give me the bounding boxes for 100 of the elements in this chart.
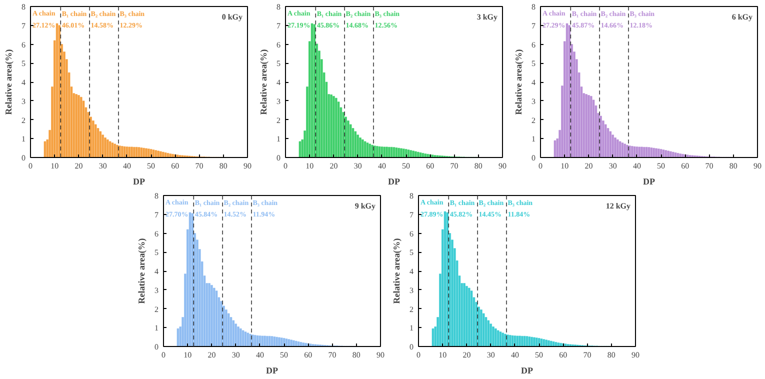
x-tick-label: 30: [232, 350, 240, 360]
y-tick-label: 5: [154, 248, 158, 258]
x-tick-label: 30: [486, 350, 495, 360]
x-tick-label: 0: [416, 350, 420, 360]
y-tick-label: 8: [532, 2, 536, 12]
y-axis-title: Relative area(%): [258, 49, 268, 115]
x-axis-title: DP: [643, 176, 656, 186]
y-tick-label: 3: [154, 286, 158, 295]
x-tick-label: 40: [122, 162, 131, 170]
y-tick-label: 6: [276, 40, 280, 50]
y-tick-label: 2: [276, 116, 280, 125]
x-tick-label: 90: [754, 162, 762, 170]
y-tick-label: 6: [410, 229, 414, 238]
y-tick-label: 7: [410, 210, 414, 220]
y-tick-label: 3: [410, 286, 414, 295]
x-tick-label: 80: [474, 162, 482, 170]
x-tick-label: 40: [632, 162, 641, 170]
y-tick-label: 5: [22, 59, 26, 68]
x-tick-label: 70: [328, 350, 336, 360]
y-tick-label: 6: [154, 229, 158, 238]
x-tick-label: 10: [438, 350, 447, 360]
y-tick-label: 8: [22, 2, 26, 12]
x-tick-label: 50: [402, 162, 410, 170]
x-tick-label: 80: [352, 350, 360, 360]
y-tick-label: 5: [410, 248, 414, 258]
x-tick-label: 50: [280, 350, 288, 360]
x-tick-label: 90: [244, 162, 252, 170]
y-tick-label: 0: [410, 342, 414, 352]
y-axis-title: Relative area(%): [136, 238, 146, 304]
x-tick-label: 0: [28, 162, 32, 170]
y-tick-label: 4: [22, 78, 26, 87]
text: 12 kGy: [606, 202, 630, 210]
x-tick-label: 30: [608, 162, 617, 170]
y-tick-label: 2: [410, 304, 414, 314]
text: 6 kGy: [732, 12, 752, 22]
y-tick-label: 4: [276, 78, 280, 87]
x-tick-label: 60: [426, 162, 434, 170]
text: 3 kGy: [476, 12, 498, 22]
text: 9 kGy: [354, 202, 376, 210]
y-tick-label: 4: [154, 267, 158, 276]
x-tick-label: 80: [607, 350, 616, 360]
x-tick-label: 70: [705, 162, 714, 170]
x-axis-title: DP: [388, 176, 400, 186]
x-tick-label: 70: [450, 162, 458, 170]
y-axis-title: Relative area(%): [4, 49, 14, 115]
x-tick-label: 20: [74, 162, 83, 170]
y-tick-label: 0: [532, 154, 536, 162]
y-tick-label: 2: [154, 304, 158, 314]
x-tick-label: 80: [729, 162, 738, 170]
x-axis-title: DP: [133, 176, 146, 186]
x-tick-label: 70: [583, 350, 592, 360]
y-tick-label: 1: [22, 134, 26, 144]
x-tick-label: 40: [510, 350, 519, 360]
x-tick-label: 50: [535, 350, 544, 360]
y-tick-label: 6: [22, 40, 26, 50]
y-tick-label: 2: [22, 116, 26, 125]
x-tick-label: 60: [559, 350, 568, 360]
x-tick-label: 80: [219, 162, 228, 170]
x-tick-label: 20: [584, 162, 593, 170]
y-tick-label: 7: [22, 21, 26, 30]
x-tick-label: 90: [498, 162, 506, 170]
x-tick-label: 10: [560, 162, 569, 170]
x-tick-label: 50: [657, 162, 666, 170]
y-tick-label: 1: [276, 134, 280, 144]
x-tick-label: 20: [208, 350, 216, 360]
y-tick-label: 8: [276, 2, 280, 12]
x-tick-label: 10: [184, 350, 192, 360]
x-tick-label: 0: [162, 350, 166, 360]
y-tick-label: 2: [532, 116, 536, 125]
y-tick-label: 4: [532, 78, 536, 87]
y-tick-label: 4: [410, 267, 414, 276]
y-tick-label: 6: [532, 40, 536, 50]
text: 0 kGy: [222, 12, 242, 22]
x-tick-label: 20: [330, 162, 338, 170]
x-tick-label: 60: [681, 162, 690, 170]
x-tick-label: 10: [50, 162, 59, 170]
y-tick-label: 0: [154, 342, 158, 352]
y-axis-title: Relative area(%): [514, 49, 524, 115]
y-axis-title: Relative area(%): [392, 238, 402, 304]
x-tick-label: 0: [284, 162, 288, 170]
y-tick-label: 5: [532, 59, 536, 68]
x-tick-label: 40: [256, 350, 264, 360]
x-tick-label: 20: [462, 350, 471, 360]
x-tick-label: 10: [306, 162, 314, 170]
x-axis-title: DP: [266, 366, 278, 376]
y-tick-label: 8: [154, 192, 158, 200]
x-tick-label: 0: [538, 162, 542, 170]
x-axis-title: DP: [521, 366, 534, 376]
x-tick-label: 50: [147, 162, 156, 170]
y-tick-label: 3: [532, 96, 536, 106]
x-tick-label: 90: [632, 350, 640, 360]
y-tick-label: 7: [154, 210, 158, 220]
y-tick-label: 1: [410, 324, 414, 333]
y-tick-label: 3: [22, 96, 26, 106]
y-tick-label: 1: [532, 134, 536, 144]
x-tick-label: 30: [354, 162, 362, 170]
x-tick-label: 40: [378, 162, 386, 170]
y-tick-label: 1: [154, 324, 158, 333]
y-tick-label: 3: [276, 96, 280, 106]
x-tick-label: 60: [304, 350, 312, 360]
